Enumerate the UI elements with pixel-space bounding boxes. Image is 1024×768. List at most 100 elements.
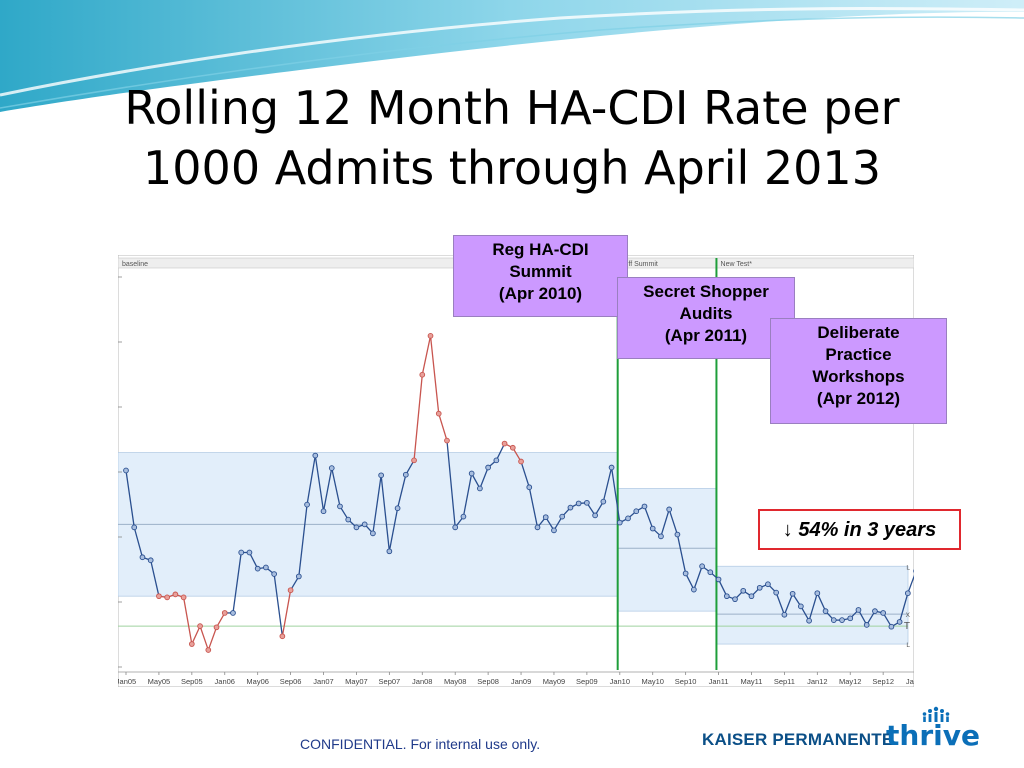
data-point [723,593,730,600]
series-segment [421,335,432,375]
data-point [147,557,154,564]
data-point [847,615,854,622]
x-tick-label: Sep10 [675,677,697,686]
data-point [798,603,804,610]
data-point [658,533,664,540]
x-tick-label: May12 [839,677,862,686]
data-point [600,498,607,505]
callout-line: Reg HA-CDI [492,240,589,259]
data-point [164,594,171,601]
data-point [246,549,253,556]
x-tick-label: May11 [740,677,762,686]
data-point [674,531,681,538]
data-point [682,570,689,577]
background-wave [0,0,1024,112]
x-tick-label: Sep05 [181,677,203,686]
series-segment [273,573,284,637]
data-point [748,593,755,600]
phase-label: New Test* [721,261,753,268]
data-point [427,333,434,339]
callout-line: Practice [825,345,892,364]
title-line-1: Rolling 12 Month HA-CDI Rate per [124,81,900,135]
callout-line: Summit [509,262,572,281]
callout-line: Audits [679,304,733,323]
x-tick-label: Sep07 [379,677,401,686]
series-segment [380,475,391,552]
data-point [221,610,228,616]
data-point [806,617,812,624]
series-segment [676,534,687,574]
callout-reg-summit: Reg HA-CDI Summit (Apr 2010) [453,235,628,317]
series-segment [446,440,456,528]
kaiser-permanente-wordmark: KAISER PERMANENTE. [702,730,899,749]
series-segment [306,455,316,505]
callout-line: (Apr 2012) [816,389,901,408]
data-point [830,617,837,623]
series-segment [232,552,242,614]
data-point [707,569,714,576]
callout-secret-shopper: Secret Shopper Audits (Apr 2011) [617,277,795,359]
data-point [641,503,648,510]
callout-line: (Apr 2010) [498,284,583,303]
x-tick-label: Jan10 [610,677,630,686]
callout-line: Secret Shopper [643,282,769,301]
x-tick-label: Sep06 [280,677,302,686]
series-segment [314,455,325,512]
callout-line: (Apr 2011) [664,326,748,345]
control-band-1 [617,488,717,612]
series-segment [816,592,827,612]
data-point [896,619,903,625]
x-tick-label: Jan09 [511,677,531,686]
series-segment [602,467,613,502]
x-tick-label: Jan07 [313,677,333,686]
data-point [773,589,780,596]
series-segment [199,625,209,651]
data-point [287,587,294,594]
data-point [904,590,911,597]
data-point [814,590,821,597]
data-point [452,524,459,531]
data-point [386,548,393,555]
data-point [328,465,335,471]
phase-label: Diff Summit [622,261,658,268]
kaiser-thrive-logo: KAISER PERMANENTE. thrive [702,706,980,756]
data-point [542,514,549,521]
series-segment [668,509,679,535]
data-point [575,500,582,507]
slide-title: Rolling 12 Month HA-CDI Rate per 1000 Ad… [20,78,1004,198]
callout-deliberate-practice: Deliberate Practice Workshops (Apr 2012) [770,318,947,424]
right-limit-label: X [906,612,911,619]
data-point [188,641,195,647]
data-point [271,571,277,577]
data-point [526,484,533,491]
data-point [197,623,203,629]
data-point [740,587,747,594]
data-point [213,624,220,631]
data-point [822,608,829,614]
data-point [123,467,129,474]
data-point [238,549,245,556]
series-segment [322,467,333,512]
data-point [394,505,401,512]
x-tick-label: Jan08 [412,677,432,686]
right-limit-label: L [906,642,910,649]
data-point [279,633,286,640]
series-segment [413,374,423,461]
series-segment [150,560,160,597]
series-segment [685,573,695,590]
confidential-footer: CONFIDENTIAL. For internal use only. [300,736,541,752]
data-point [625,515,631,522]
data-point [567,504,574,511]
data-point [872,608,878,614]
series-segment [520,461,530,488]
series-segment [528,487,539,528]
data-point [345,516,352,523]
x-tick-label: Sep11 [774,677,795,686]
data-point [304,501,310,508]
x-tick-label: Jan13 [906,677,914,686]
series-segment [717,579,728,597]
callout-line: Deliberate [817,323,900,342]
data-point [756,584,763,591]
x-tick-label: Jan06 [215,677,235,686]
control-band-2 [716,565,909,645]
